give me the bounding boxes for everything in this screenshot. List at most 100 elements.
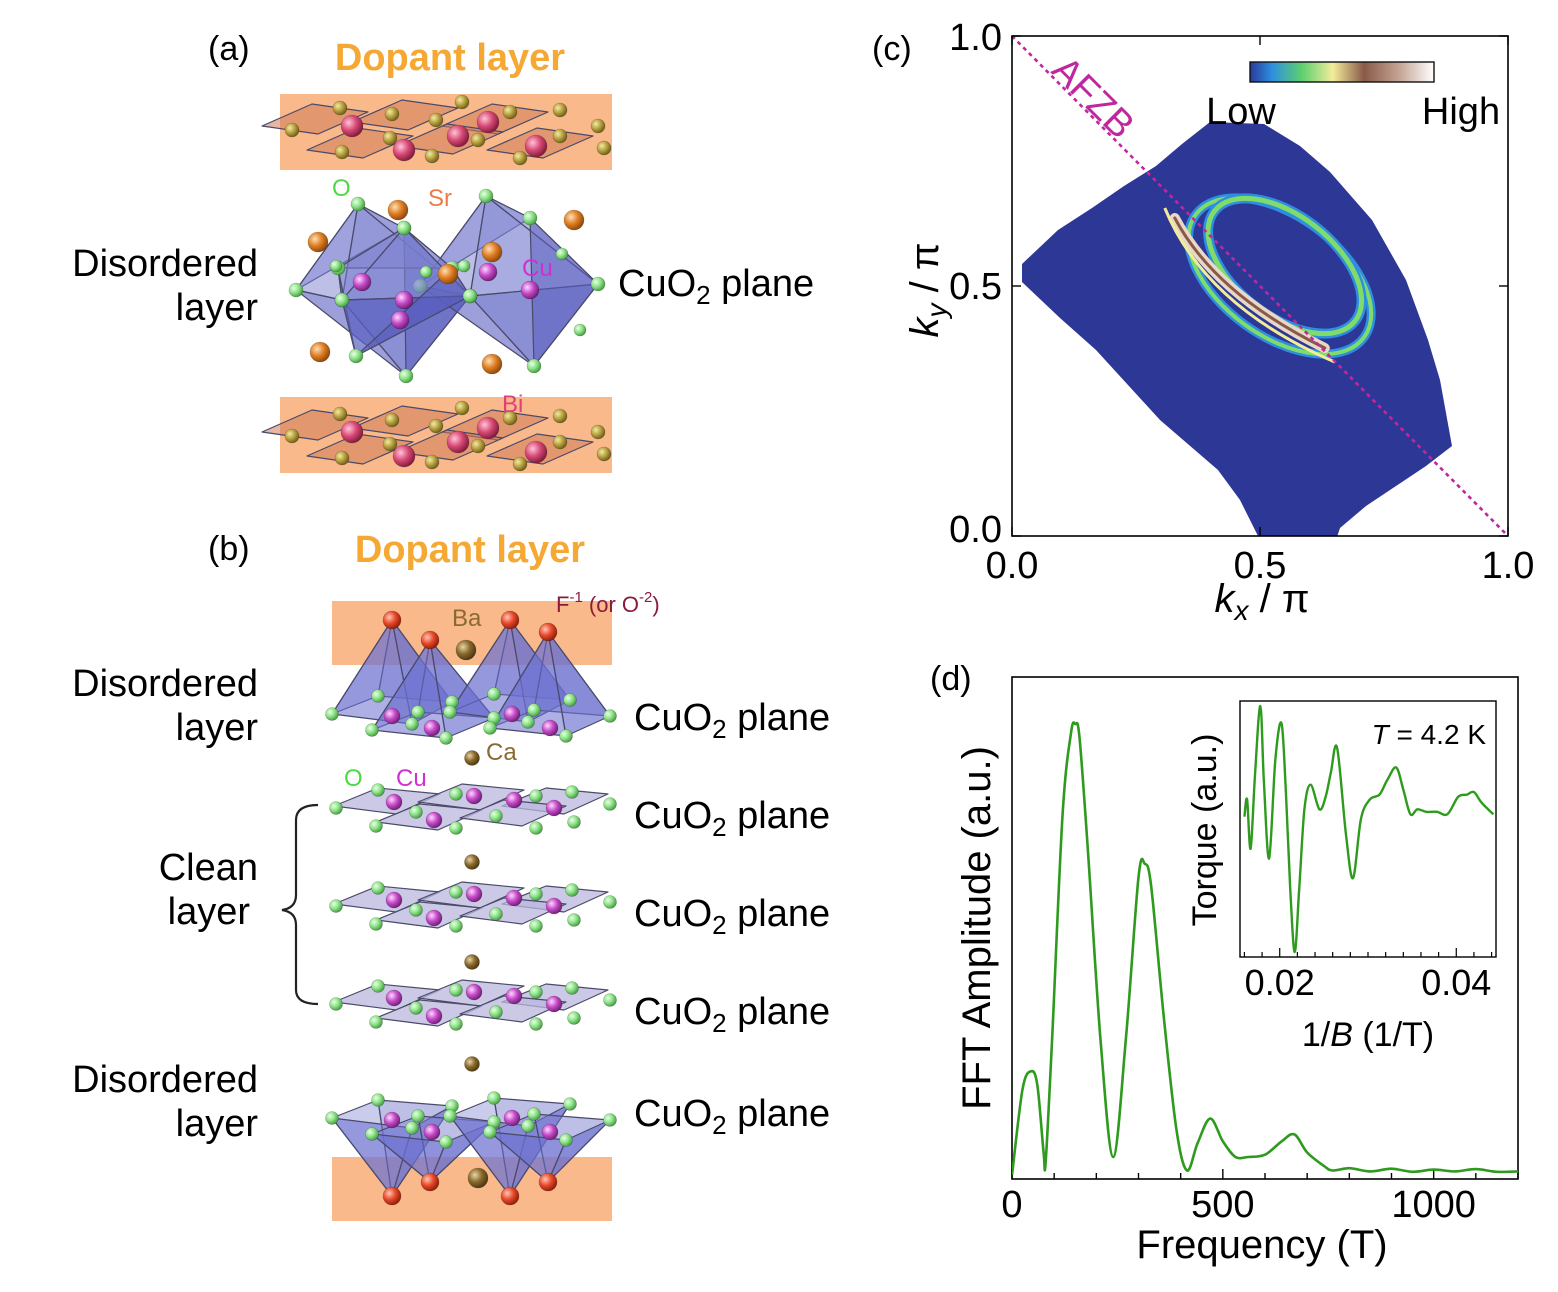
panel-c-xlabel: kx / π [1215,577,1310,626]
olive-oxygen-atom [512,456,528,472]
fluorine-atom [382,610,402,630]
panel-b-ca-label: Ca [486,739,517,766]
oxygen-atom [449,1017,463,1031]
y-tick-label: 1.0 [949,17,1002,59]
oxygen-atom [483,721,497,735]
panel-a-label: (a) [208,30,250,68]
inset-x-tick-label: 0.04 [1421,962,1491,1003]
oxygen-atom [462,288,478,304]
strontium-atom [481,353,503,375]
olive-oxygen-atom [424,454,440,470]
oxygen-atom [409,1001,423,1015]
bismuth-atom [340,420,364,444]
copper-atom [425,909,443,927]
calcium-atom [464,954,480,970]
oxygen-atom [603,993,617,1007]
oxygen-atom [529,1017,543,1031]
panel-b-disordered-top-1: Disordered [72,663,258,705]
oxygen-atom [329,997,343,1011]
panel-b-cuo2-plane-label: CuO2 plane [634,697,830,744]
fluorine-atom [382,1186,402,1206]
barium-atom [455,639,477,661]
bismuth-atom [392,444,416,468]
panel-b-cuo2-plane-label: CuO2 plane [634,795,830,842]
panel-c-afzb-label: AFZB [1044,49,1142,147]
panel-b-disordered-bottom-1: Disordered [72,1059,258,1101]
olive-oxygen-atom [454,94,470,110]
oxygen-atom [449,787,463,801]
copper-atom [390,310,410,330]
oxygen-atom [443,1109,457,1123]
oxygen-atom [449,821,463,835]
oxygen-atom [527,703,541,717]
oxygen-atom [565,883,579,897]
oxygen-atom [369,917,383,931]
olive-oxygen-atom [512,150,528,166]
oxygen-atom [329,899,343,913]
panel-b-disordered-bottom-2: layer [176,1103,259,1145]
panel-b-plane-labels: CuO2 plane CuO2 plane CuO2 plane CuO2 plane… [634,697,830,1140]
strontium-atom [307,231,329,253]
copper-atom [385,891,403,909]
oxygen-atom [365,1127,379,1141]
olive-oxygen-atom [552,102,568,118]
oxygen-atom [567,1011,581,1025]
oxygen-atom [288,282,304,298]
oxygen-atom [329,801,343,815]
copper-atom [352,272,372,292]
panel-c-measured-region [1022,122,1452,536]
olive-oxygen-atom [284,428,300,444]
olive-oxygen-atom [334,450,350,466]
copper-atom [465,983,483,1001]
oxygen-atom [567,913,581,927]
calcium-atom [464,750,480,766]
x-tick-label: 500 [1191,1184,1254,1226]
oxygen-atom [325,707,339,721]
octahedron-face [529,217,599,367]
copper-atom [505,987,523,1005]
oxygen-atom [563,1097,577,1111]
oxygen-atom [555,247,569,261]
x-tick-label: 0.5 [1234,545,1287,587]
panel-a-cu-label: Cu [522,255,553,282]
olive-oxygen-atom [428,112,444,128]
pyramid-face [371,1133,447,1183]
oxygen-atom [487,1091,501,1105]
oxygen-atom [411,1109,425,1123]
panel-b-clean-planes [329,750,617,1072]
panel-b-oxygen-label: O [344,765,363,792]
panel-b-clean-brace [281,803,319,1006]
panel-b-cuo2-plane-label: CuO2 plane [634,991,830,1038]
oxygen-atom [398,368,414,384]
barium-atom [467,1167,489,1189]
oxygen-atom [329,259,343,273]
oxygen-atom [487,687,501,701]
panel-d-label: (d) [930,660,972,698]
y-tick-label: 0.5 [949,266,1002,308]
oxygen-atom [405,1121,419,1135]
bright-arc-edge [1163,207,1336,364]
panel-a-disordered-label-2: layer [176,287,259,329]
oxygen-atom [419,265,433,279]
oxygen-atom [371,881,385,895]
oxygen-atom [334,292,350,308]
copper-atom [465,885,483,903]
panel-c-tick-labels: 0.0 0.5 1.0 1.0 0.5 0.0 [949,17,1534,587]
olive-oxygen-atom [470,132,486,148]
oxygen-atom [489,809,503,823]
olive-oxygen-atom [502,410,518,426]
oxygen-atom [529,789,543,803]
cuo2-tile [459,799,567,827]
copper-atom [423,1123,441,1141]
olive-oxygen-atom [552,128,568,144]
oxygen-atom [371,979,385,993]
x-tick-label: 0 [1001,1184,1022,1226]
oxygen-atom [489,1005,503,1019]
strontium-atom [309,341,331,363]
oxygen-atom [449,885,463,899]
oxygen-atom [565,785,579,799]
oxygen-atom [489,907,503,921]
oxygen-atom [396,220,412,236]
panel-b-label: (b) [208,530,250,568]
copper-atom [505,791,523,809]
